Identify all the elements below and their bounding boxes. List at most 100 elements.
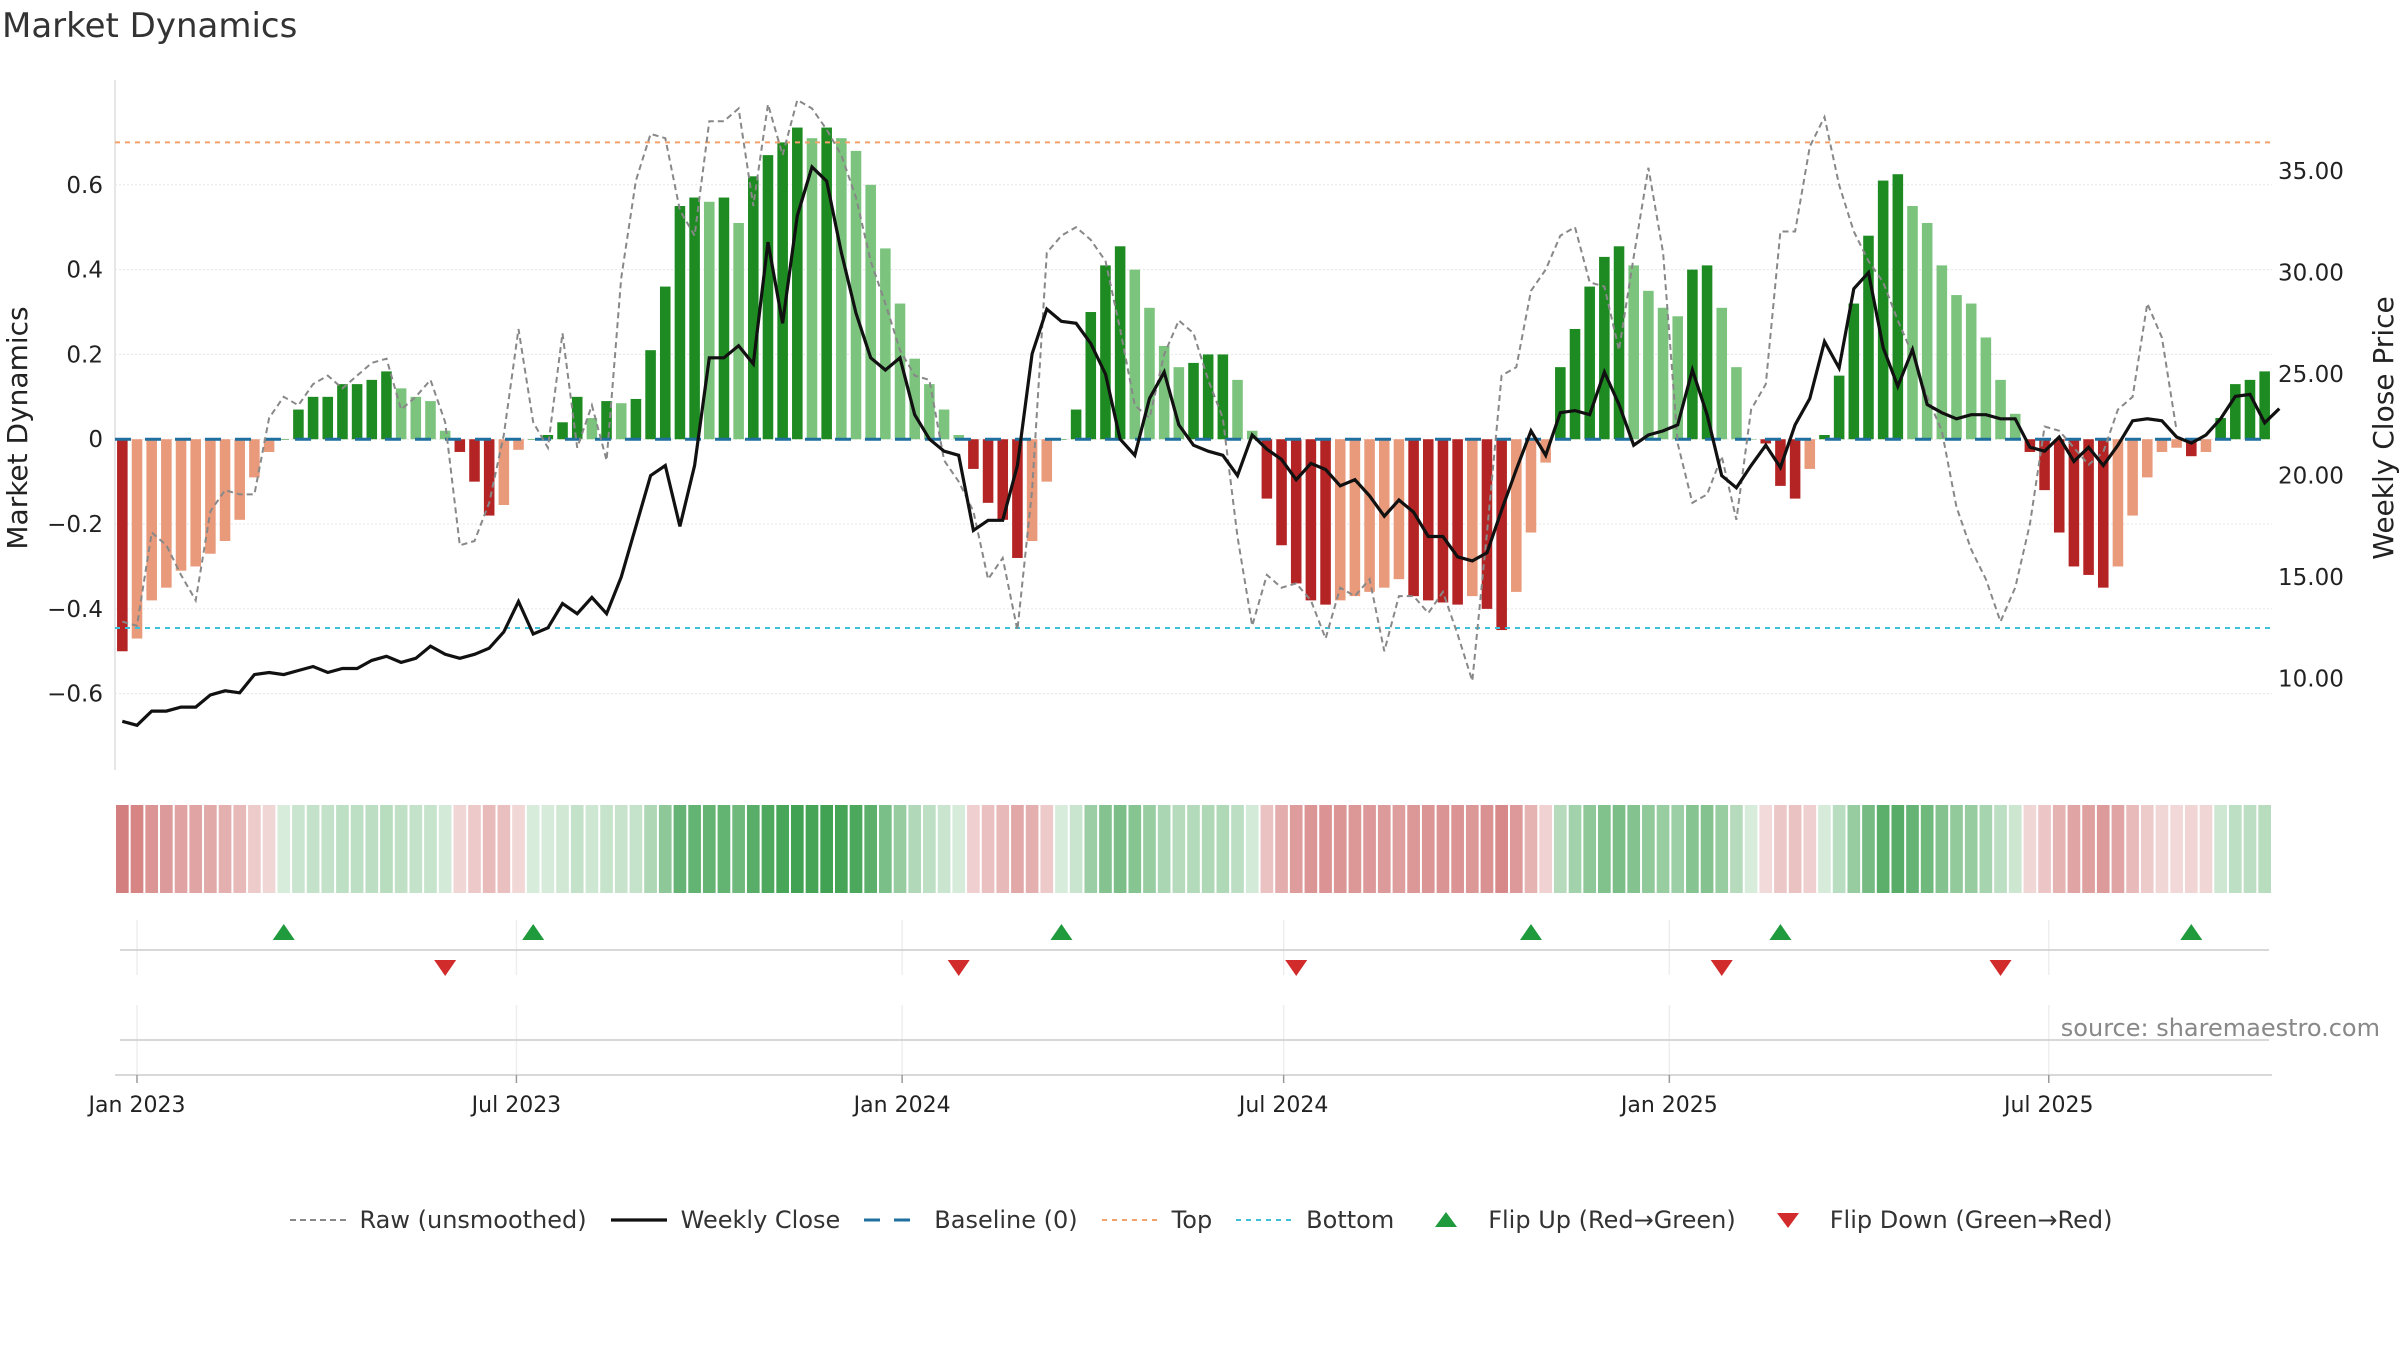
md-bar: [483, 439, 495, 516]
heat-cell: [2038, 805, 2051, 893]
heat-cell: [1231, 805, 1244, 893]
heat-cell: [1935, 805, 1949, 893]
heat-cell: [1407, 805, 1420, 893]
heat-cell: [1421, 805, 1435, 893]
md-bar: [1012, 439, 1023, 558]
heat-cell: [1143, 805, 1156, 893]
md-bar: [1701, 265, 1713, 440]
heat-cell: [350, 805, 364, 893]
heat-cell: [1847, 805, 1861, 893]
legend-item-close: Weekly Close: [609, 1206, 841, 1234]
md-bar: [1731, 367, 1742, 440]
md-bar: [2068, 439, 2080, 567]
right-tick-label: 25.00: [2278, 362, 2344, 388]
legend-label: Top: [1171, 1206, 1213, 1234]
heat-cell: [1964, 805, 1978, 893]
heat-cell: [2008, 805, 2022, 893]
flip-up-marker: [1519, 924, 1542, 940]
heat-cell: [1759, 805, 1773, 893]
md-bar: [1085, 312, 1097, 440]
md-bar: [2039, 439, 2050, 491]
heat-cell: [2155, 805, 2169, 893]
md-bar: [439, 430, 451, 440]
md-bar: [1569, 328, 1581, 440]
md-bar: [2053, 439, 2065, 533]
md-bar: [615, 403, 627, 440]
right-axis-label: Weekly Close Price: [2367, 296, 2400, 559]
md-bar: [1393, 439, 1405, 580]
md-bar: [1496, 439, 1507, 631]
md-bar: [1232, 379, 1243, 440]
md-bar: [366, 379, 378, 440]
heat-cell: [541, 805, 555, 893]
md-bar: [1129, 269, 1141, 440]
md-bar: [2244, 379, 2256, 440]
md-bar: [205, 439, 216, 554]
md-bar: [454, 439, 466, 452]
heat-cell: [233, 805, 247, 893]
flip-up-marker: [1769, 924, 1792, 940]
heat-cell: [879, 805, 892, 893]
heat-cell: [835, 805, 848, 893]
md-bar: [1863, 235, 1874, 440]
md-bar: [1951, 295, 1962, 440]
legend: Raw (unsmoothed) Weekly Close Baseline (0)…: [0, 1206, 2400, 1234]
flip_down-legend-swatch: [1776, 1213, 1799, 1228]
left-tick-label: −0.2: [47, 512, 103, 538]
heat-cell: [394, 805, 408, 893]
heat-cell: [1803, 805, 1817, 893]
md-bar: [278, 439, 290, 440]
md-bar: [234, 439, 246, 520]
md-bar: [542, 435, 554, 440]
weekly-close-line: [121, 164, 2281, 728]
heat-cell: [1436, 805, 1450, 893]
heat-cell: [1612, 805, 1626, 893]
md-bar: [1364, 439, 1375, 592]
md-bar: [469, 439, 480, 482]
md-bar: [1848, 303, 1860, 440]
right-tick-label: 15.00: [2278, 565, 2344, 591]
md-bar: [909, 358, 920, 440]
md-bar: [1833, 375, 1845, 440]
heat-cell: [1788, 805, 1802, 893]
heat-cell: [1157, 805, 1171, 893]
heat-cell: [262, 805, 276, 893]
heat-cell: [2096, 805, 2110, 893]
x-tick-label: Jan 2025: [1619, 1093, 1718, 1118]
heat-cell: [658, 805, 672, 893]
md-bar: [1056, 439, 1067, 440]
heat-cell: [1715, 805, 1729, 893]
heat-cell: [776, 805, 789, 893]
md-bar: [1628, 265, 1639, 440]
heat-cell: [174, 805, 188, 893]
md-bar: [571, 396, 583, 440]
legend-label: Weekly Close: [680, 1206, 841, 1234]
md-bar: [586, 418, 598, 440]
md-bar: [219, 439, 231, 542]
left-tick-label: −0.4: [47, 597, 103, 623]
heat-cell: [1524, 805, 1538, 893]
md-bar: [733, 222, 744, 440]
legend-label: Baseline (0): [934, 1206, 1078, 1234]
md-bar: [1877, 180, 1889, 440]
md-bar: [1334, 439, 1346, 601]
md-bar: [1995, 379, 2006, 440]
md-bar: [1613, 246, 1625, 440]
heat-cell: [1451, 805, 1464, 893]
md-bar: [865, 184, 876, 440]
heat-cell: [556, 805, 569, 893]
heat-cell: [2140, 805, 2154, 893]
heat-cell: [585, 805, 599, 893]
bottom-legend-swatch: [1236, 1219, 1293, 1221]
heat-cell: [497, 805, 511, 893]
flip-down-marker: [434, 960, 457, 976]
heat-cell: [160, 805, 173, 893]
md-bar: [718, 197, 730, 440]
top-legend-swatch: [1101, 1219, 1158, 1221]
flip-down-marker: [1710, 960, 1733, 976]
flip-up-marker: [1050, 924, 1073, 940]
heat-cell: [600, 805, 613, 893]
heat-cell: [2214, 805, 2227, 893]
heat-cell: [864, 805, 878, 893]
source-label: source: sharemaestro.com: [2060, 1014, 2380, 1042]
